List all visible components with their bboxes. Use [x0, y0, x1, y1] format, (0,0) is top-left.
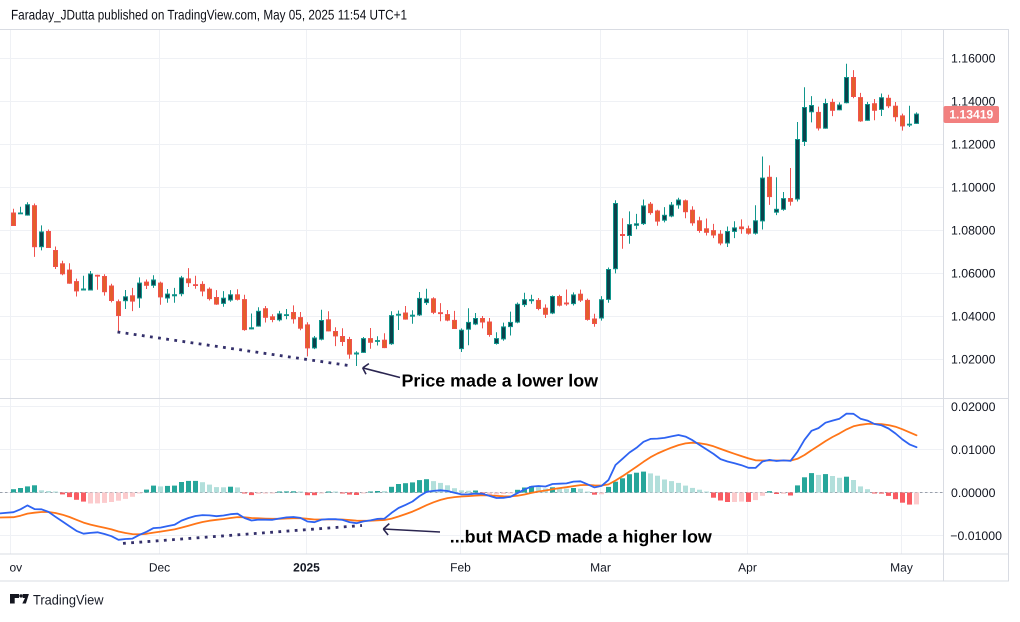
svg-text:Faraday_JDutta published on Tr: Faraday_JDutta published on TradingView.… [11, 6, 407, 22]
svg-text:1.08000: 1.08000 [951, 223, 996, 237]
svg-text:1.04000: 1.04000 [951, 309, 996, 323]
svg-text:1.12000: 1.12000 [951, 137, 996, 151]
svg-text:Apr: Apr [738, 561, 757, 575]
svg-text:0.02000: 0.02000 [951, 400, 996, 414]
svg-text:1.13419: 1.13419 [949, 108, 993, 122]
svg-text:1.02000: 1.02000 [951, 352, 996, 366]
svg-text:Price made a lower low: Price made a lower low [402, 371, 599, 391]
svg-text:...but MACD made a higher low: ...but MACD made a higher low [450, 526, 712, 546]
svg-text:1.16000: 1.16000 [951, 51, 996, 65]
svg-text:TradingView: TradingView [33, 592, 104, 607]
svg-text:1.06000: 1.06000 [951, 266, 996, 280]
svg-text:ov: ov [10, 561, 23, 575]
svg-text:0.01000: 0.01000 [951, 443, 996, 457]
svg-text:Dec: Dec [149, 561, 170, 575]
svg-text:May: May [890, 561, 913, 575]
svg-text:1.10000: 1.10000 [951, 180, 996, 194]
svg-text:Feb: Feb [450, 561, 471, 575]
svg-text:2025: 2025 [293, 561, 320, 575]
svg-text:0.00000: 0.00000 [951, 486, 996, 500]
svg-text:1.14000: 1.14000 [951, 94, 996, 108]
svg-text:−0.01000: −0.01000 [950, 529, 1002, 543]
svg-text:Mar: Mar [590, 561, 611, 575]
